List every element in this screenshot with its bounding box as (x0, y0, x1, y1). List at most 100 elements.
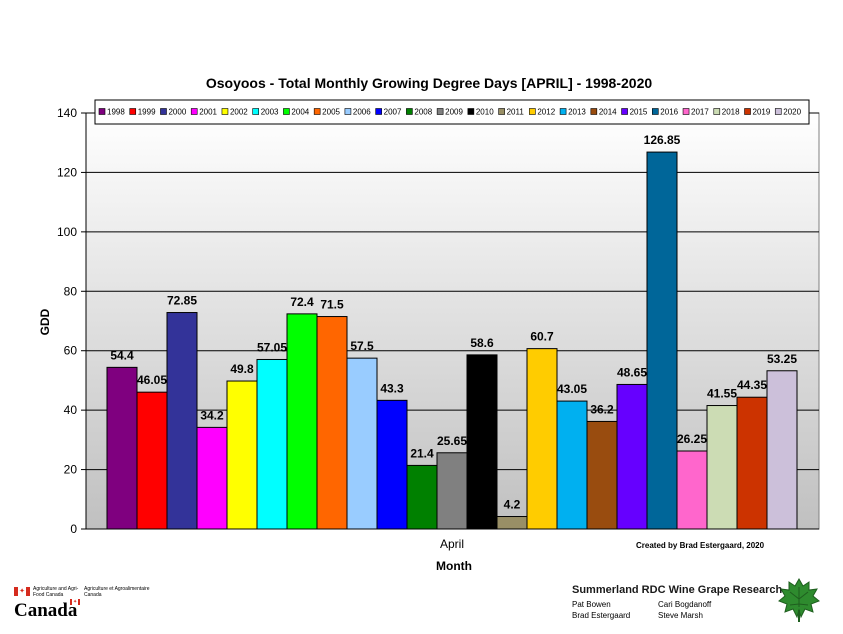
legend-swatch-2013 (559, 108, 567, 115)
y-axis-ticks: 0 20 40 60 80 100 120 140 (57, 106, 86, 536)
canada-flag-icon: ✦ (14, 587, 30, 596)
legend-swatch-2015 (621, 108, 628, 115)
legend-label-2002: 2002 (230, 108, 248, 117)
bar-2004 (286, 313, 318, 530)
legend-swatch-2012 (529, 108, 536, 115)
legend-swatch-2004 (283, 108, 290, 115)
legend-label-1999: 1999 (138, 108, 156, 117)
legend-label-2001: 2001 (199, 108, 217, 117)
bar-1998 (106, 366, 138, 530)
legend-label-2015: 2015 (630, 108, 648, 117)
bar-2001 (196, 426, 228, 530)
y-tick-label: 120 (57, 165, 77, 179)
aafc-logo: ✦ Agriculture and Agri-Food Canada Agric… (14, 584, 164, 624)
legend-label-2003: 2003 (261, 108, 279, 117)
legend-label-2004: 2004 (291, 108, 309, 117)
research-credits: Summerland RDC Wine Grape Research Pat B… (572, 584, 782, 624)
data-label-2003: 57.05 (257, 340, 287, 354)
bar-2010 (466, 354, 498, 530)
y-tick-label: 40 (64, 403, 78, 417)
data-label-2013: 43.05 (557, 382, 587, 396)
legend-label-2007: 2007 (384, 108, 402, 117)
data-label-2016: 126.85 (644, 133, 681, 147)
legend-label-2016: 2016 (660, 108, 678, 117)
data-label-2001: 34.2 (200, 408, 224, 422)
bar-2005 (316, 316, 348, 530)
data-label-2002: 49.8 (230, 362, 254, 376)
legend-label-2019: 2019 (753, 108, 771, 117)
bar-2012 (526, 348, 558, 530)
legend-swatch-2016 (652, 108, 659, 115)
legend-swatch-2000 (160, 108, 167, 115)
legend-swatch-2011 (498, 108, 505, 115)
legend-swatch-2003 (252, 108, 259, 115)
bar-1999 (136, 391, 168, 530)
bar-2008 (406, 464, 438, 530)
legend-label-2018: 2018 (722, 108, 740, 117)
y-tick-label: 0 (70, 522, 77, 536)
bars (106, 151, 798, 530)
bar-2003 (256, 358, 288, 530)
data-label-2018: 41.55 (707, 387, 737, 401)
legend-swatch-2020 (774, 108, 782, 115)
bar-2019 (736, 396, 768, 530)
legend-swatch-2019 (744, 108, 751, 115)
person-name: Steve Marsh (658, 611, 703, 620)
legend-label-2014: 2014 (599, 108, 617, 117)
legend-label-2017: 2017 (691, 108, 709, 117)
bar-2000 (166, 312, 198, 530)
data-label-2008: 21.4 (410, 446, 434, 460)
legend-swatch-2017 (682, 108, 690, 115)
legend-label-2005: 2005 (322, 108, 340, 117)
data-label-2007: 43.3 (380, 381, 404, 395)
legend-label-2013: 2013 (568, 108, 586, 117)
data-label-1998: 54.4 (110, 348, 134, 362)
x-axis-title: Month (436, 559, 472, 573)
chart: Osoyoos - Total Monthly Growing Degree D… (38, 75, 820, 573)
legend-swatch-2005 (313, 108, 321, 115)
bar-2007 (376, 399, 408, 530)
data-label-2017: 26.25 (677, 432, 707, 446)
person-name: Pat Bowen (572, 600, 611, 609)
person-name: Brad Estergaard (572, 611, 631, 620)
bar-2014 (586, 420, 618, 530)
legend-swatch-2006 (344, 108, 352, 115)
grape-leaf-icon (778, 577, 820, 622)
legend-swatch-1998 (98, 108, 106, 115)
data-label-2000: 72.85 (167, 294, 197, 308)
canada-flag-icon: ✦ (70, 599, 80, 605)
canada-wordmark: Canada (14, 600, 78, 621)
person-name: Cari Bogdanoff (658, 600, 712, 609)
legend-swatch-2009 (436, 108, 444, 115)
data-label-2006: 57.5 (350, 339, 374, 353)
data-label-2010: 58.6 (470, 336, 494, 350)
research-title: Summerland RDC Wine Grape Research (572, 584, 783, 596)
legend-swatch-2010 (467, 108, 475, 115)
legend-label-2009: 2009 (445, 108, 463, 117)
data-label-2005: 71.5 (320, 298, 344, 312)
legend-swatch-2008 (406, 108, 413, 115)
data-label-2019: 44.35 (737, 378, 767, 392)
y-tick-label: 80 (64, 284, 78, 298)
data-label-2015: 48.65 (617, 365, 647, 379)
data-label-2011: 4.2 (504, 498, 521, 512)
data-label-2020: 53.25 (767, 352, 797, 366)
legend-box (94, 99, 810, 125)
legend-swatch-2014 (590, 108, 598, 115)
y-tick-label: 140 (57, 106, 77, 120)
bar-2018 (706, 405, 738, 530)
y-tick-label: 20 (64, 463, 78, 477)
legend-swatch-2001 (190, 108, 198, 115)
y-axis-title: GDD (38, 308, 52, 335)
bar-2011 (496, 516, 528, 530)
bar-2016 (646, 151, 678, 530)
data-labels: 54.446.05 72.85 34.2 49.857.05 72.4 71.5 57.5 4… (110, 133, 797, 511)
legend: 1998 1999 2000 2001 2002 2003 2004 2005 2006 2007… (98, 108, 802, 117)
legend-label-2010: 2010 (476, 108, 494, 117)
bar-2020 (766, 370, 798, 530)
bar-2013 (556, 400, 588, 530)
bar-2006 (346, 357, 378, 530)
legend-label-2000: 2000 (168, 108, 186, 117)
data-label-2009: 25.65 (437, 434, 467, 448)
data-label-1999: 46.05 (137, 373, 167, 387)
